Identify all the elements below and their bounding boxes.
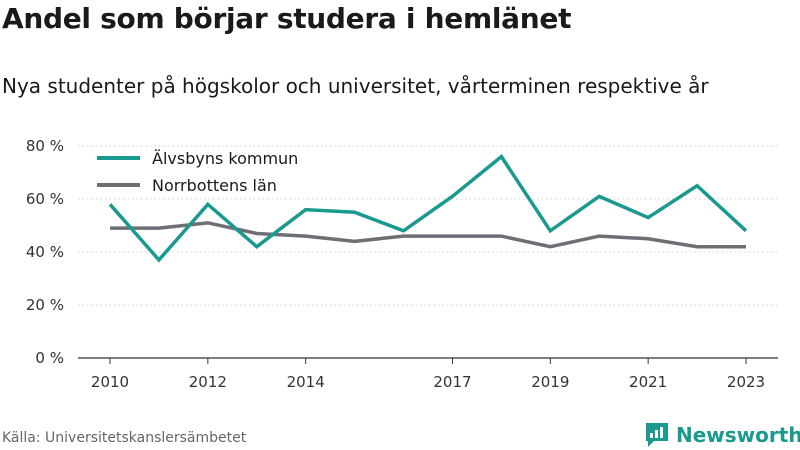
chart-title: Andel som börjar studera i hemlänet (2, 2, 572, 35)
brand-logo: Newsworthy (644, 420, 800, 450)
y-tick-label: 40 % (26, 243, 64, 261)
series-line (108, 154, 748, 263)
chart-subtitle: Nya studenter på högskolor och universit… (2, 74, 709, 98)
x-tick-label: 2021 (629, 373, 667, 391)
series-line (110, 221, 746, 249)
x-tick-label: 2019 (531, 373, 569, 391)
x-tick-label: 2012 (189, 373, 227, 391)
x-tick-label: 2010 (91, 373, 129, 391)
legend-label: Älvsbyns kommun (152, 149, 298, 168)
x-tick-label: 2023 (727, 373, 765, 391)
y-tick-label: 0 % (35, 349, 64, 367)
brand-name: Newsworthy (676, 423, 800, 447)
legend-label: Norrbottens län (152, 176, 277, 195)
x-tick-label: 2014 (287, 373, 325, 391)
source-note: Källa: Universitetskanslersämbetet (2, 430, 247, 446)
y-tick-label: 20 % (26, 296, 64, 314)
newsworthy-logo-icon (646, 423, 668, 447)
y-tick-label: 60 % (26, 190, 64, 208)
x-tick-label: 2017 (433, 373, 471, 391)
y-tick-label: 80 % (26, 137, 64, 155)
